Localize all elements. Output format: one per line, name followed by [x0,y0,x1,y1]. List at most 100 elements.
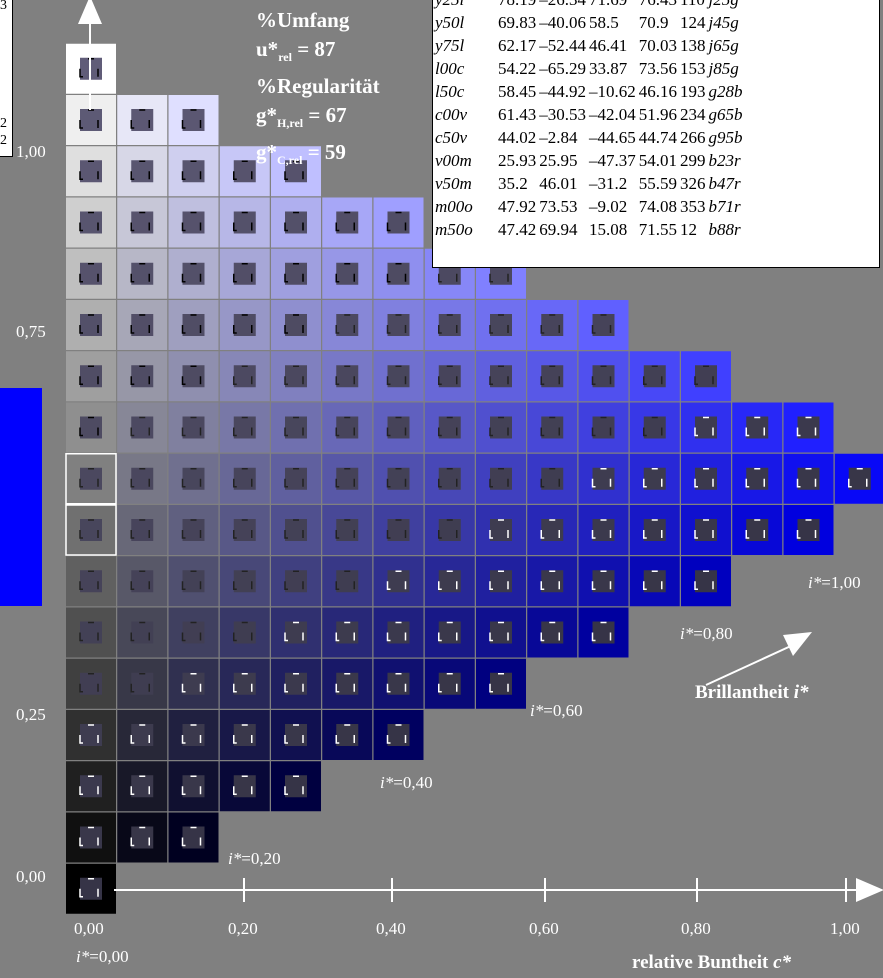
inner-sample-square [80,160,102,183]
corner-mark [284,786,288,795]
corner-mark [386,325,391,334]
table-cell-b: –52.44 [539,36,586,55]
inner-sample-square [285,262,307,285]
inner-sample-square [387,211,410,234]
table-cell-h: 266 [680,128,706,147]
inner-sample-square [387,621,410,644]
inner-sample-square [182,262,205,285]
inner-sample-square [131,467,154,490]
y-tick-label: 1,00 [16,142,46,161]
inner-sample-square [285,467,307,490]
inner-sample-square [80,314,102,336]
brilliance-label: i*=0,20 [228,849,281,868]
corner-mark [79,273,83,283]
inner-sample-square [387,467,410,490]
inner-sample-square [387,672,410,695]
corner-mark [79,888,83,898]
corner-mark [130,530,135,539]
table-cell-h: 353 [680,197,706,216]
hue-color-bar [0,388,42,606]
corner-mark [79,171,83,180]
corner-mark [181,427,186,437]
inner-sample-square [182,570,205,593]
inner-sample-square [80,775,102,798]
table-cell-c: –10.62 [589,82,636,101]
inner-sample-square [233,262,256,285]
table-cell-h: 299 [680,151,706,170]
inner-sample-square [438,365,461,388]
table-cell-code: y50l [435,13,465,32]
inner-sample-square [387,262,410,285]
corner-mark [489,376,493,385]
corner-mark [181,478,186,488]
corner-mark [540,530,545,539]
corner-mark [438,530,442,539]
x-axis-arrowhead [856,878,883,902]
corner-mark [386,735,391,744]
inner-sample-square [182,724,205,746]
inner-sample-square [285,314,307,336]
inner-sample-square [592,621,615,644]
inner-sample-square [490,262,512,285]
inner-sample-square [182,211,205,234]
corner-mark [438,376,442,385]
table-row: c00v 61.43 –30.53 –42.04 51.96 234 g65b [433,103,743,126]
table-cell-a: 47.42 [498,220,537,239]
inner-sample-square [490,416,512,439]
inner-sample-square [80,416,102,439]
inner-sample-square [80,211,102,234]
umfang-heading: %Umfang [256,8,350,32]
x-tick-label: 0,00 [74,919,104,938]
inner-sample-square [233,314,256,336]
table-cell-d: 54.01 [638,151,677,170]
color-data-table: y25l78.19–26.3471.6976.43110j25g y50l 69.8… [432,0,880,268]
inner-sample-square [131,672,154,695]
table-cell-d: 46.16 [638,82,677,101]
table-cell-h: 234 [680,105,706,124]
corner-mark [540,325,545,334]
inner-sample-square [336,621,359,644]
corner-mark [79,427,83,437]
inner-sample-square [643,365,666,388]
brilliance-axis-label: Brillantheit i* [695,682,809,703]
inner-sample-square [643,416,666,439]
corner-mark [386,683,391,693]
brilliance-arrowhead [783,632,812,656]
corner-mark [130,427,135,437]
inner-sample-square [80,672,102,695]
corner-mark [130,837,135,847]
corner-mark [284,222,288,232]
brilliance-arrow-line [705,644,794,686]
inner-sample-square [285,519,307,541]
inner-sample-square [695,570,717,593]
table-cell-c: 71.69 [586,0,636,11]
inner-sample-square [285,724,307,746]
x-axis-title: relative Buntheit c* [632,952,792,973]
brilliance-value: =0,20 [241,849,280,868]
corner-mark [130,632,135,642]
corner-mark [694,427,698,437]
left-value-panel: 3 2 2 [0,0,13,157]
corner-mark [591,427,596,437]
color-cells [65,43,883,914]
inner-sample-square [438,262,461,285]
inner-sample-square [643,519,666,541]
table-cell-code: y75l [435,36,465,55]
inner-sample-square [592,365,615,388]
corner-mark [79,530,83,539]
corner-mark [438,581,442,590]
corner-mark [79,478,83,488]
x-tick-label: 0,60 [529,919,559,938]
inner-sample-square [592,314,615,336]
color-table: y25l78.19–26.3471.6976.43110j25g y50l 69.8… [433,0,743,241]
inner-sample-square [182,160,205,183]
table-cell-h: 12 [680,220,697,239]
brilliance-symbol: i* [228,849,242,868]
brilliance-symbol: i* [530,701,544,720]
inner-sample-square [233,416,256,439]
table-row: m00o 47.92 73.53 –9.02 74.08 353 b71r [433,195,743,218]
table-cell-d: 71.55 [638,220,677,239]
table-cell-a: 44.02 [498,128,537,147]
inner-sample-square [541,416,564,439]
corner-mark [540,632,545,642]
